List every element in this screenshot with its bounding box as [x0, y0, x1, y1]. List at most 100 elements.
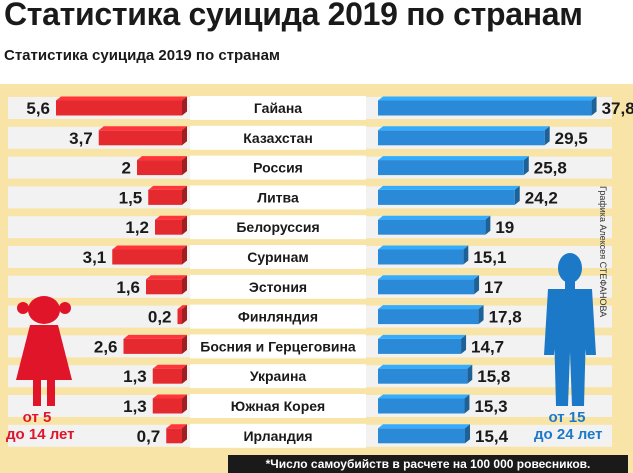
- left-bar-top: [148, 185, 187, 190]
- right-bar-top: [378, 364, 473, 369]
- country-label: Ирландия: [243, 428, 312, 444]
- right-bar: [378, 249, 464, 265]
- girl-silhouette-icon: [16, 325, 72, 380]
- young-man-silhouette-icon: [554, 330, 586, 406]
- country-label-box: [190, 245, 366, 269]
- right-value-label: 15,4: [475, 427, 509, 446]
- chart-svg: Гайана 5,6 37,8 Казахстан 3,7 29,5 Россия 2 25,8…: [8, 96, 633, 448]
- right-bar: [378, 219, 486, 235]
- left-age-line2: до 14 лет: [6, 426, 75, 443]
- left-bar-top: [177, 305, 187, 310]
- right-bar-top: [378, 394, 470, 399]
- right-bar-side: [461, 334, 467, 354]
- right-bar: [378, 368, 468, 384]
- right-bar-side: [463, 245, 469, 265]
- country-label-box: [190, 334, 366, 359]
- right-bar: [378, 338, 462, 354]
- country-label-box: [190, 125, 366, 150]
- left-bar-side: [182, 96, 187, 116]
- left-bar-top: [155, 215, 187, 220]
- right-age-line1: от 15: [548, 409, 586, 426]
- left-bar: [56, 100, 182, 116]
- right-bar-top: [378, 305, 484, 310]
- left-bar-top: [123, 334, 187, 339]
- left-bar-top: [98, 126, 187, 131]
- right-bar-top: [378, 424, 471, 429]
- country-label-box: [190, 274, 366, 299]
- left-value-label: 1,5: [119, 188, 143, 207]
- right-bar-top: [378, 334, 467, 339]
- country-label: Литва: [257, 189, 299, 205]
- left-bar: [146, 279, 182, 295]
- left-value-label: 1,2: [125, 218, 149, 237]
- chart-panel: Гайана 5,6 37,8 Казахстан 3,7 29,5 Россия 2 25,8…: [0, 84, 633, 473]
- right-value-label: 17,8: [489, 308, 522, 327]
- credit-text: Графика Алексея СТЕФАНОВА: [598, 186, 608, 318]
- right-bar: [378, 279, 475, 295]
- footnote-caption: *Число самоубийств в расчете на 100 000 …: [228, 455, 628, 473]
- right-bar-top: [378, 185, 520, 190]
- right-bar-side: [474, 275, 480, 295]
- right-bar: [378, 100, 592, 116]
- young-man-silhouette-icon: [558, 253, 582, 283]
- left-value-label: 0,2: [148, 308, 172, 327]
- left-value-label: 1,3: [123, 367, 147, 386]
- page-subtitle: Статистика суицида 2019 по странам: [4, 47, 281, 64]
- right-bar-top: [378, 275, 480, 280]
- right-bar-side: [514, 185, 520, 205]
- left-bar: [112, 249, 182, 265]
- country-label: Суринам: [247, 249, 308, 265]
- left-value-label: 5,6: [26, 99, 50, 118]
- country-label: Гайана: [254, 100, 302, 116]
- girl-silhouette-icon: [33, 378, 41, 406]
- country-label-box: [190, 155, 366, 180]
- left-value-label: 1,3: [123, 397, 147, 416]
- left-bar-side: [182, 156, 187, 176]
- country-label-box: [190, 394, 366, 418]
- left-value-label: 2: [122, 159, 131, 178]
- left-bar: [166, 428, 182, 444]
- right-value-label: 15,1: [473, 248, 506, 267]
- country-label-box: [190, 423, 366, 448]
- left-bar: [155, 219, 182, 235]
- left-bar-top: [146, 275, 187, 280]
- right-bar-top: [378, 126, 550, 131]
- right-bar-side: [591, 96, 597, 116]
- right-bar-side: [544, 126, 550, 146]
- young-man-silhouette-icon: [565, 281, 575, 289]
- right-bar: [378, 398, 465, 414]
- girl-silhouette-icon: [47, 378, 55, 406]
- left-bar-side: [182, 185, 187, 205]
- left-bar-side: [182, 126, 187, 146]
- country-label: Россия: [253, 160, 303, 176]
- country-label: Казахстан: [243, 130, 313, 146]
- right-age-label: от 15 до 24 лет: [534, 409, 603, 443]
- right-value-label: 29,5: [555, 129, 588, 148]
- right-bar-side: [485, 215, 491, 235]
- left-bar-top: [152, 364, 187, 369]
- left-bar-side: [182, 215, 187, 235]
- left-bar-side: [182, 245, 187, 265]
- right-bar-top: [378, 156, 529, 161]
- right-value-label: 15,3: [474, 397, 507, 416]
- country-label: Босния и Герцеговина: [200, 338, 356, 354]
- right-value-label: 17: [484, 278, 503, 297]
- left-age-line1: от 5: [22, 409, 52, 426]
- country-label-box: [190, 304, 366, 329]
- left-bar-top: [152, 394, 187, 399]
- left-bar-top: [56, 96, 187, 101]
- left-bar-top: [112, 245, 187, 250]
- left-bar-side: [182, 394, 187, 414]
- left-bar-side: [182, 305, 187, 325]
- left-age-label: от 5 до 14 лет: [6, 409, 75, 443]
- country-label: Финляндия: [238, 309, 318, 325]
- young-man-silhouette-icon: [544, 289, 596, 355]
- left-value-label: 2,6: [94, 337, 118, 356]
- girl-silhouette-icon: [17, 302, 29, 314]
- right-value-label: 24,2: [525, 188, 558, 207]
- left-bar: [123, 338, 182, 354]
- right-value-label: 14,7: [471, 337, 504, 356]
- left-bar: [148, 189, 182, 205]
- right-bar: [378, 130, 545, 146]
- left-value-label: 3,7: [69, 129, 93, 148]
